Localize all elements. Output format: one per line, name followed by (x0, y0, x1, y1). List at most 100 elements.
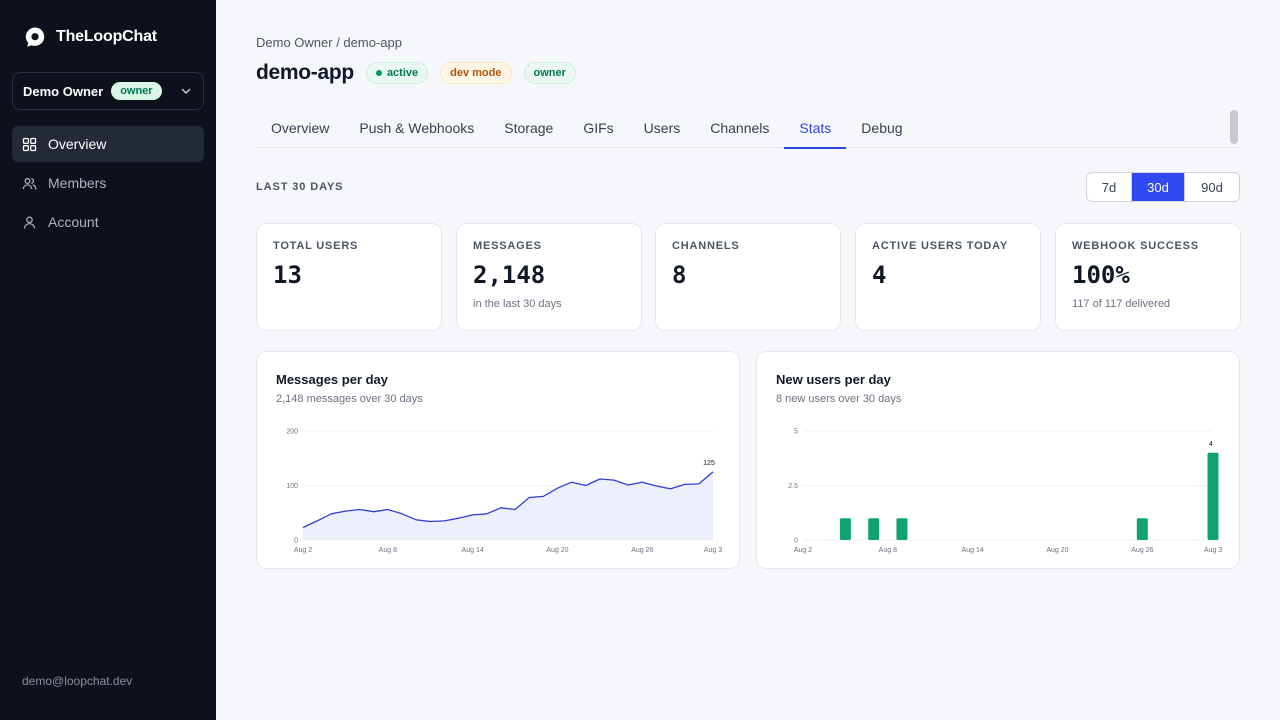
x-tick-label: Aug 8 (379, 547, 397, 554)
x-tick-label: Aug 14 (962, 547, 984, 554)
x-tick-label: Aug 3 (704, 547, 722, 554)
data-point (712, 470, 715, 473)
tab-storage[interactable]: Storage (504, 120, 554, 136)
data-point (584, 484, 587, 487)
x-tick-label: Aug 2 (294, 547, 312, 554)
stat-sub: 117 of 117 delivered (1072, 298, 1171, 310)
data-point (669, 487, 672, 490)
data-point (401, 512, 404, 515)
stat-value: 13 (273, 261, 302, 289)
sidebar-item-members[interactable]: Members (12, 165, 204, 201)
stat-value: 100% (1072, 261, 1130, 289)
y-tick-label: 5 (794, 429, 798, 436)
y-tick-label: 100 (286, 483, 298, 490)
status-dot-icon (375, 70, 382, 76)
data-point (598, 478, 601, 481)
range-90d-button[interactable]: 90d (1201, 179, 1223, 195)
tab-users[interactable]: Users (643, 120, 681, 136)
tab-bar: Overview Push & Webhooks Storage GIFs Us… (256, 108, 1240, 149)
brand[interactable]: TheLoopChat (24, 26, 157, 48)
x-tick-label: Aug 26 (631, 547, 653, 554)
tab-debug[interactable]: Debug (861, 120, 903, 136)
data-point (528, 496, 531, 499)
stat-value: 4 (872, 261, 887, 289)
bar (839, 518, 851, 540)
range-7d-button[interactable]: 7d (1087, 173, 1132, 201)
badge-label: dev mode (450, 67, 502, 79)
status-badge-active: active (365, 62, 429, 84)
x-tick-label: Aug 20 (546, 547, 568, 554)
data-point (302, 526, 305, 529)
data-point (542, 495, 545, 498)
brand-name: TheLoopChat (56, 28, 157, 45)
range-selector: 7d 30d 90d (1086, 172, 1240, 202)
data-point (683, 483, 686, 486)
data-point (697, 482, 700, 485)
sidebar-item-account[interactable]: Account (12, 204, 204, 240)
bar (896, 518, 908, 540)
stat-label: WEBHOOK SUCCESS (1072, 240, 1199, 252)
y-tick-label: 0 (794, 538, 798, 545)
owner-name: Demo Owner (23, 83, 104, 99)
chart-title: Messages per day (276, 372, 389, 387)
page-header: demo-app active dev mode owner (256, 61, 576, 85)
tab-gifs[interactable]: GIFs (583, 120, 614, 136)
chart-subtitle: 2,148 messages over 30 days (276, 393, 423, 405)
status-badge-owner: owner (523, 62, 576, 84)
tab-push-webhooks[interactable]: Push & Webhooks (359, 120, 475, 136)
y-tick-label: 2.5 (788, 483, 798, 490)
y-tick-label: 0 (294, 538, 298, 545)
data-point (655, 485, 658, 488)
y-tick-label: 200 (286, 429, 298, 436)
sidebar-item-label: Account (48, 214, 99, 230)
stat-card-active-users-today: ACTIVE USERS TODAY 4 (855, 223, 1041, 331)
sidebar-item-overview[interactable]: Overview (12, 126, 204, 162)
stat-value: 8 (672, 261, 687, 289)
messages-chart-card: 200 100 0 Aug 2 Aug 8 Aug 14 Aug 20 Aug 26 Aug 3… (256, 351, 740, 569)
data-point (613, 479, 616, 482)
chart-title: New users per day (776, 372, 891, 387)
tab-channels[interactable]: Channels (710, 120, 770, 136)
tab-overview[interactable]: Overview (271, 120, 330, 136)
breadcrumb: Demo Owner / demo-app (256, 35, 402, 50)
data-point (358, 508, 361, 511)
chevron-down-icon (181, 88, 191, 94)
stat-label: MESSAGES (473, 240, 542, 252)
sidebar-item-label: Members (48, 175, 107, 191)
data-label: 125 (703, 460, 715, 467)
badge-label: active (386, 67, 419, 79)
x-tick-label: Aug 8 (879, 547, 897, 554)
status-badge-dev-mode: dev mode (440, 62, 512, 84)
user-icon (23, 216, 36, 229)
stat-card-webhook-success: WEBHOOK SUCCESS 100% 117 of 117 delivere… (1055, 223, 1241, 331)
data-point (627, 484, 630, 487)
series-line (302, 471, 714, 529)
users-icon (22, 177, 37, 190)
range-30d-button[interactable]: 30d (1132, 173, 1185, 201)
stat-card-total-users: TOTAL USERS 13 (256, 223, 442, 331)
data-point (415, 518, 418, 521)
data-point (485, 512, 488, 515)
bar (1136, 518, 1148, 540)
tab-stats[interactable]: Stats (784, 108, 847, 149)
chart-subtitle: 8 new users over 30 days (776, 393, 902, 405)
sidebar-nav: Overview Members Account (12, 126, 204, 243)
tabs-scrollbar[interactable] (1230, 110, 1238, 144)
series-area (303, 471, 713, 540)
stat-card-messages: MESSAGES 2,148 in the last 30 days (456, 223, 642, 331)
data-point (457, 517, 460, 520)
badge-label: owner (533, 67, 566, 79)
data-point (570, 481, 573, 484)
owner-switcher[interactable]: Demo Owner owner (12, 72, 204, 110)
stat-sub: in the last 30 days (473, 298, 562, 310)
stat-card-channels: CHANNELS 8 (655, 223, 841, 331)
data-point (443, 520, 446, 523)
x-tick-label: Aug 14 (462, 547, 484, 554)
data-point (386, 508, 389, 511)
new-users-chart: 5 2.5 0 Aug 2 Aug 8 Aug 14 Aug 20 Aug 26 Aug 3 4 (788, 429, 1222, 555)
page-title: demo-app (256, 61, 354, 84)
user-email: demo@loopchat.dev (22, 674, 133, 688)
stat-label: ACTIVE USERS TODAY (872, 240, 1009, 252)
stat-value: 2,148 (473, 261, 546, 289)
